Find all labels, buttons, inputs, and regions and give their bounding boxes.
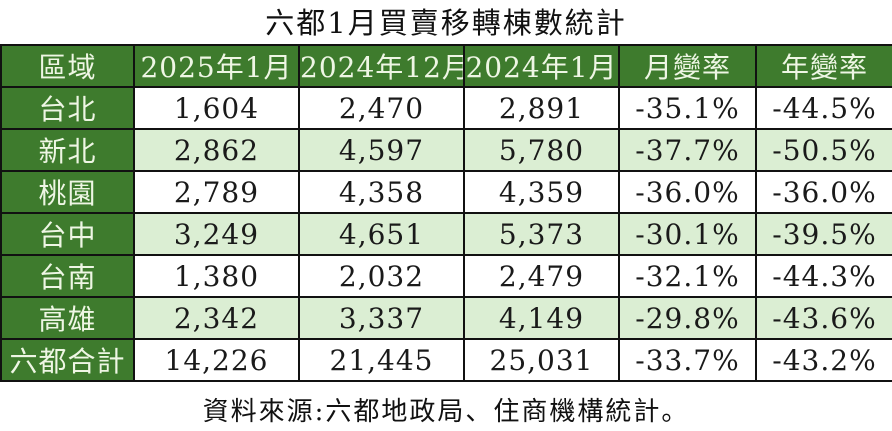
value-cell: 4,358 <box>298 170 465 214</box>
region-cell: 台北 <box>0 86 135 130</box>
source-note: 資料來源:六都地政局、住商機構統計。 <box>202 397 690 427</box>
table-row-taipei: 台北 1,604 2,470 2,891 -35.1% -44.5% <box>0 86 892 130</box>
column-header-2025-01: 2025年1月 <box>133 44 300 88</box>
stats-table: 區域 2025年1月 2024年12月 2024年1月 月變率 年變率 台北 1… <box>0 44 892 382</box>
value-cell: 5,373 <box>463 212 620 256</box>
value-cell: -36.0% <box>755 170 892 214</box>
value-cell: 1,604 <box>133 86 300 130</box>
value-cell: 1,380 <box>133 254 300 298</box>
value-cell: -35.1% <box>618 86 757 130</box>
value-cell: 4,597 <box>298 128 465 172</box>
value-cell: -30.1% <box>618 212 757 256</box>
region-cell: 六都合計 <box>0 338 135 382</box>
value-cell: -29.8% <box>618 296 757 340</box>
column-header-region: 區域 <box>0 44 135 88</box>
value-cell: -39.5% <box>755 212 892 256</box>
value-cell: -44.5% <box>755 86 892 130</box>
table-row-new-taipei: 新北 2,862 4,597 5,780 -37.7% -50.5% <box>0 128 892 172</box>
value-cell: -33.7% <box>618 338 757 382</box>
table-row-kaohsiung: 高雄 2,342 3,337 4,149 -29.8% -43.6% <box>0 296 892 340</box>
value-cell: 2,342 <box>133 296 300 340</box>
region-cell: 台南 <box>0 254 135 298</box>
value-cell: -36.0% <box>618 170 757 214</box>
value-cell: 2,862 <box>133 128 300 172</box>
value-cell: 14,226 <box>133 338 300 382</box>
value-cell: 2,789 <box>133 170 300 214</box>
value-cell: -43.6% <box>755 296 892 340</box>
region-cell: 台中 <box>0 212 135 256</box>
column-header-mom-change: 月變率 <box>618 44 757 88</box>
value-cell: 2,479 <box>463 254 620 298</box>
header-row: 區域 2025年1月 2024年12月 2024年1月 月變率 年變率 <box>0 44 892 88</box>
value-cell: -43.2% <box>755 338 892 382</box>
table-row-tainan: 台南 1,380 2,032 2,479 -32.1% -44.3% <box>0 254 892 298</box>
column-header-2024-01: 2024年1月 <box>463 44 620 88</box>
value-cell: 3,337 <box>298 296 465 340</box>
value-cell: 2,891 <box>463 86 620 130</box>
value-cell: 2,032 <box>298 254 465 298</box>
region-cell: 桃園 <box>0 170 135 214</box>
value-cell: 4,149 <box>463 296 620 340</box>
value-cell: -37.7% <box>618 128 757 172</box>
table-row-taoyuan: 桃園 2,789 4,358 4,359 -36.0% -36.0% <box>0 170 892 214</box>
value-cell: -44.3% <box>755 254 892 298</box>
region-cell: 高雄 <box>0 296 135 340</box>
value-cell: -50.5% <box>755 128 892 172</box>
table-row-six-cities-total: 六都合計 14,226 21,445 25,031 -33.7% -43.2% <box>0 338 892 382</box>
value-cell: 2,470 <box>298 86 465 130</box>
value-cell: 5,780 <box>463 128 620 172</box>
page-title: 六都1月買賣移轉棟數統計 <box>265 6 627 40</box>
value-cell: 4,359 <box>463 170 620 214</box>
value-cell: 3,249 <box>133 212 300 256</box>
value-cell: 4,651 <box>298 212 465 256</box>
column-header-yoy-change: 年變率 <box>755 44 892 88</box>
column-header-2024-12: 2024年12月 <box>298 44 465 88</box>
value-cell: 21,445 <box>298 338 465 382</box>
region-cell: 新北 <box>0 128 135 172</box>
value-cell: 25,031 <box>463 338 620 382</box>
table-row-taichung: 台中 3,249 4,651 5,373 -30.1% -39.5% <box>0 212 892 256</box>
value-cell: -32.1% <box>618 254 757 298</box>
